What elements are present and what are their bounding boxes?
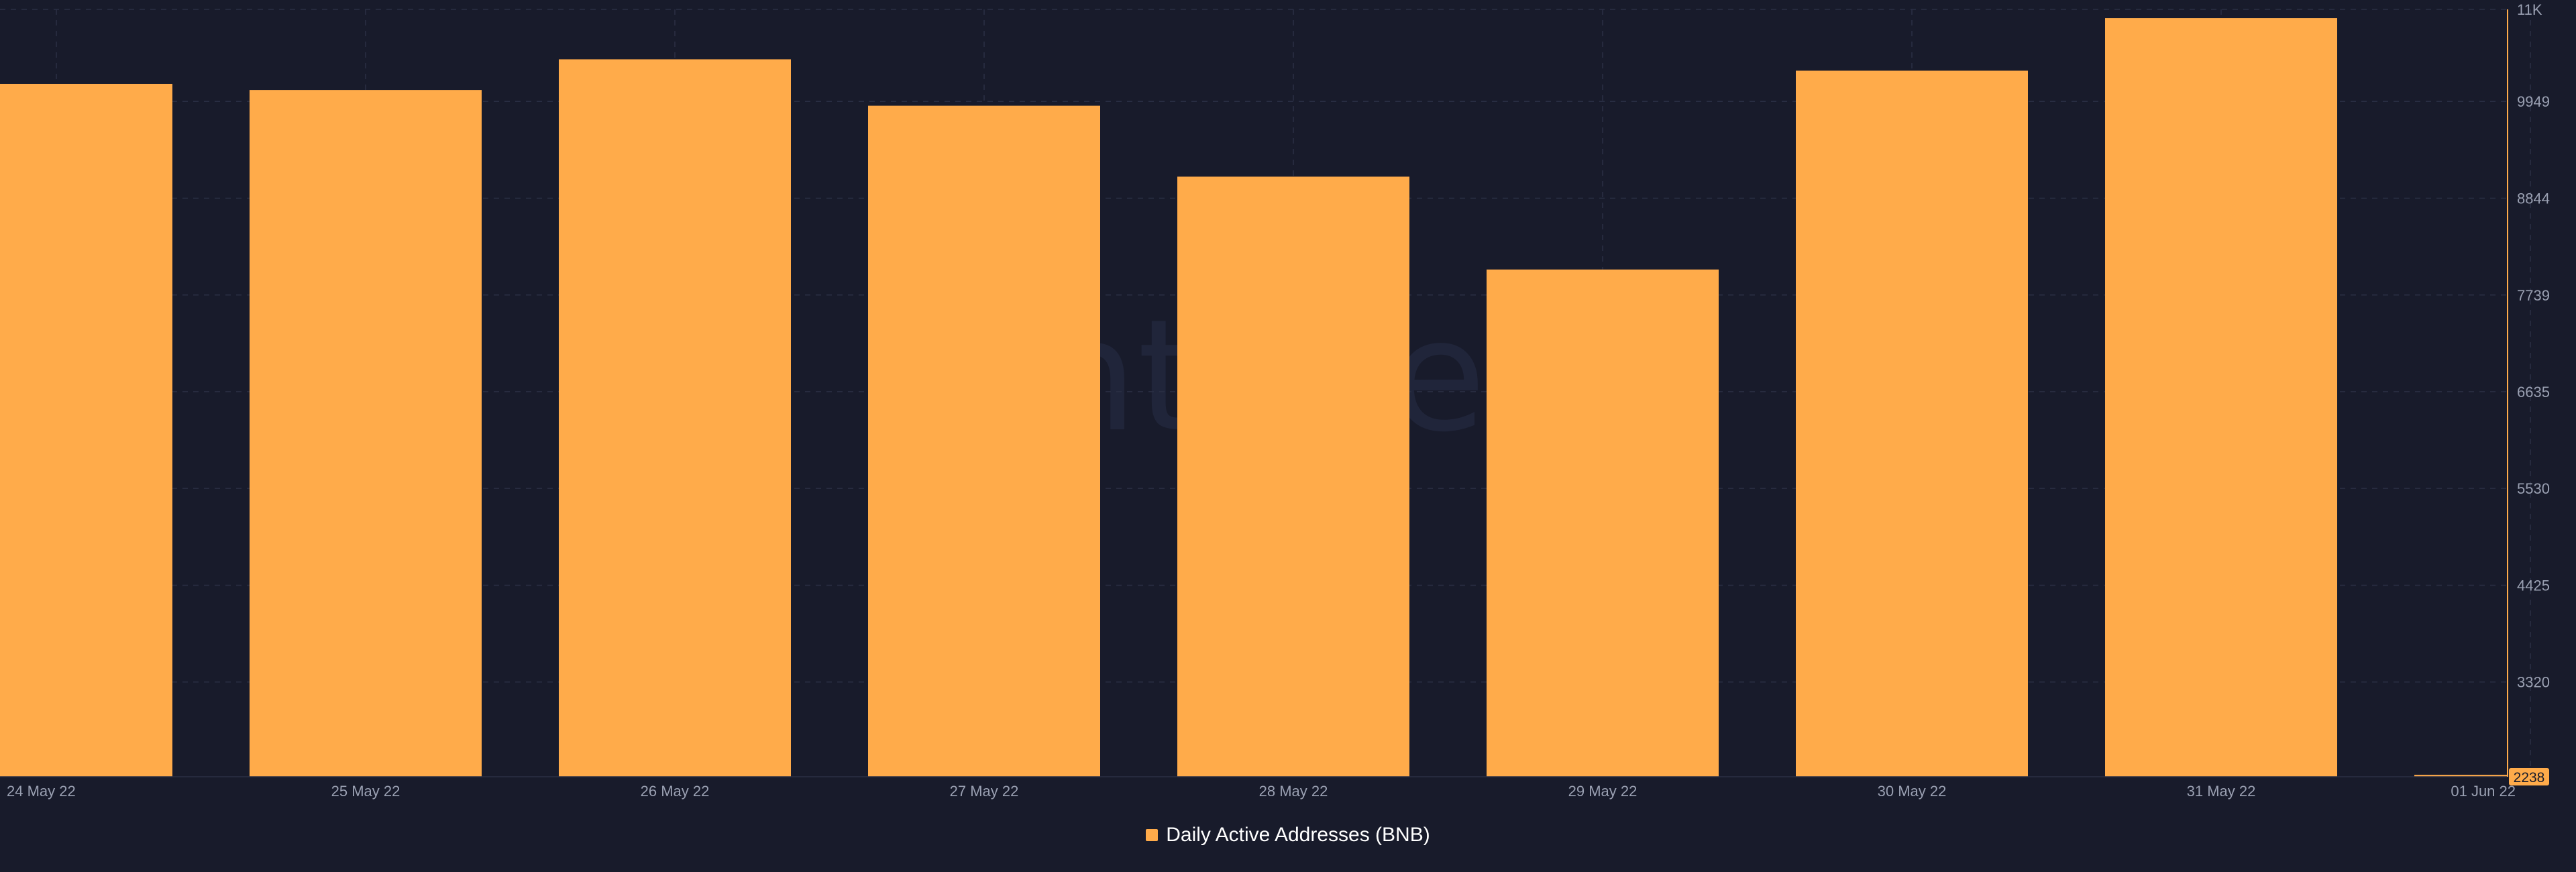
current-value-badge [2509,768,2549,785]
x-tick-label: 25 May 22 [331,783,400,800]
x-tick-label: 29 May 22 [1568,783,1638,800]
x-tick-label: 26 May 22 [641,783,710,800]
bar [868,105,1100,777]
y-tick-label: 4425 [2517,577,2550,594]
bar [1796,70,2028,777]
bar [1177,176,1409,777]
y-tick-label: 7739 [2517,287,2550,304]
y-tick-label: 3320 [2517,674,2550,691]
legend-swatch [1146,829,1159,841]
y-tick-label: 11K [2517,1,2542,18]
x-tick-label: 28 May 22 [1259,783,1328,800]
y-tick-label: 9949 [2517,93,2550,110]
x-tick-label: 30 May 22 [1878,783,1947,800]
bar [0,83,172,777]
y-tick-label: 6635 [2517,384,2550,400]
y-tick-label: 5530 [2517,480,2550,497]
chart-legend[interactable]: Daily Active Addresses (BNB) [0,824,2576,847]
x-tick-label: 01 Jun 22 [2451,783,2516,800]
bar [559,59,791,777]
x-tick-label: 31 May 22 [2187,783,2256,800]
bar-group [0,18,2508,777]
y-tick-label: 8844 [2517,190,2550,207]
bar [2105,18,2337,777]
x-tick-label: 24 May 22 [7,783,76,800]
x-tick-label: 27 May 22 [950,783,1019,800]
bar [250,90,482,777]
bar [1487,269,1719,777]
legend-label: Daily Active Addresses (BNB) [1166,824,1430,846]
bar [2414,775,2508,777]
current-value-label: 2238 [2514,770,2545,785]
